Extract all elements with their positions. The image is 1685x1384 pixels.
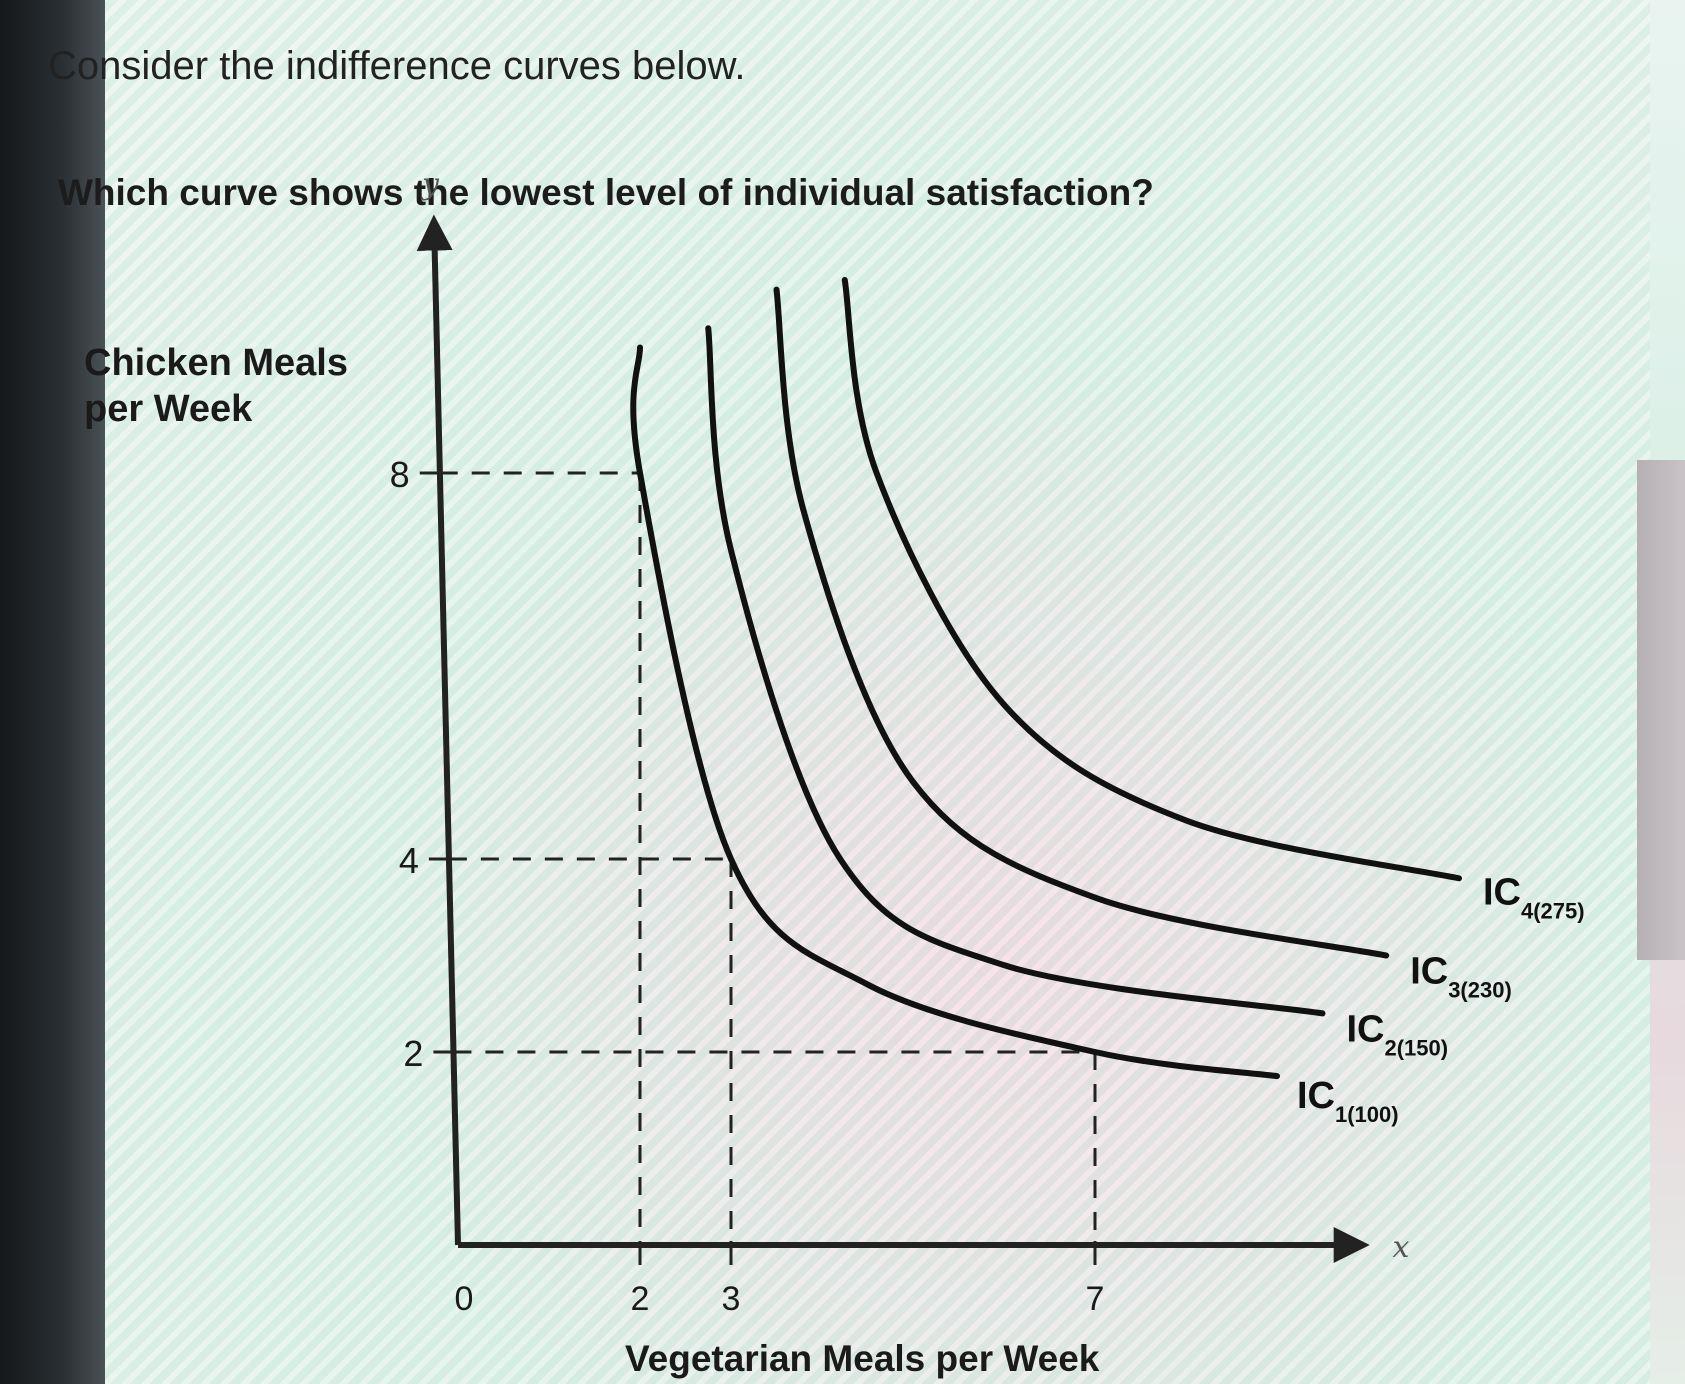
indifference-curve-1	[630, 344, 1280, 1080]
y-tick-label: 8	[390, 454, 410, 495]
tick-labels-group: 0 2 4 8 2 3 7	[390, 454, 1105, 1318]
curve-label-2: IC2(150)	[1347, 1008, 1449, 1060]
y-axis-symbol: y	[420, 167, 440, 202]
curve-label-subscript: 3(230)	[1448, 978, 1512, 1003]
indifference-curve-3	[773, 286, 1390, 959]
origin-label: 0	[455, 1280, 474, 1318]
question-panel	[20, 0, 1650, 1384]
curve-label-subscript: 1(100)	[1335, 1102, 1399, 1127]
question-text: Which curve shows the lowest level of in…	[58, 172, 1154, 213]
x-tick-label: 2	[631, 1280, 650, 1318]
y-axis	[416, 214, 461, 1246]
indifference-curve-4	[841, 277, 1462, 882]
curve-label-subscript: 2(150)	[1385, 1035, 1449, 1060]
curve-label-4: IC4(275)	[1483, 871, 1585, 923]
y-axis-label: Chicken Meals per Week	[84, 342, 348, 430]
curve-label-1: IC1(100)	[1297, 1075, 1399, 1127]
y-tick-label: 4	[399, 840, 419, 881]
x-axis-label: Vegetarian Meals per Week	[625, 1338, 1100, 1379]
indifference-curve-2	[705, 325, 1326, 1017]
curve-labels-group: IC1(100) IC2(150)IC3(230) IC4(275)	[1297, 871, 1585, 1127]
axes-group: xy	[416, 167, 1410, 1265]
curve-label-3: IC3(230)	[1410, 951, 1512, 1003]
x-tick-label: 7	[1086, 1280, 1105, 1318]
x-tick-label: 3	[722, 1280, 741, 1318]
x-axis-symbol: x	[1393, 1230, 1410, 1265]
y-tick-label: 2	[403, 1033, 423, 1074]
scrollbar[interactable]	[1637, 460, 1685, 960]
prompt-text: Consider the indifference curves below.	[48, 44, 746, 88]
curves-group	[630, 277, 1462, 1080]
monitor-bezel	[0, 0, 105, 1384]
guide-lines-group	[439, 471, 1097, 1245]
curve-label-subscript: 4(275)	[1521, 898, 1585, 923]
